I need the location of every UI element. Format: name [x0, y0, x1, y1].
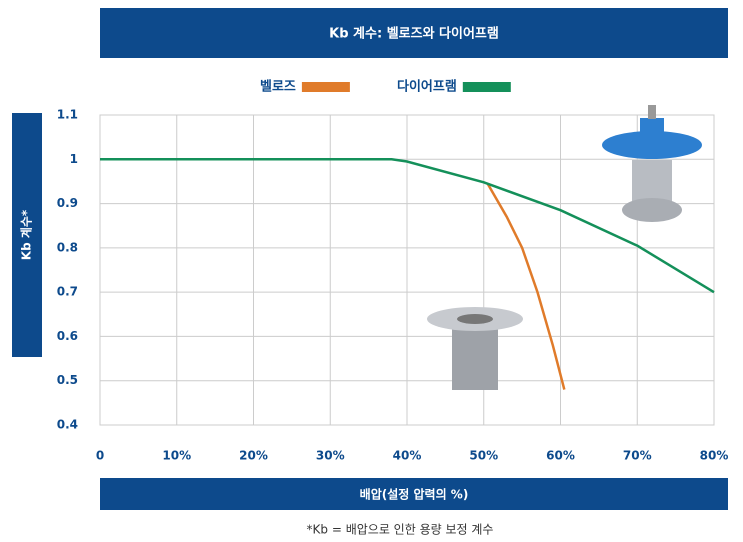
diaphragm-image — [602, 105, 702, 222]
bellows-image — [427, 307, 523, 390]
y-tick-label: 1 — [70, 152, 78, 166]
footnote: *Kb = 배압으로 인한 용량 보정 계수 — [307, 523, 494, 537]
legend-label: 벨로즈 — [260, 80, 296, 95]
y-tick-label: 0.8 — [57, 240, 78, 254]
legend-label: 다이어프램 — [397, 79, 457, 95]
x-tick-label: 40% — [393, 449, 422, 463]
y-tick-label: 0.9 — [57, 196, 78, 210]
x-tick-label: 60% — [546, 449, 575, 463]
chart-title: Kb 계수: 벨로즈와 다이어프램 — [329, 26, 499, 42]
x-tick-label: 20% — [239, 449, 268, 463]
plot-area: 0.4 0.5 0.6 0.7 0.8 0.9 1 1.1 0 10% 20% 30% 40% 50% 60… — [57, 108, 729, 463]
x-tick-label: 70% — [623, 449, 652, 463]
x-axis-label: 배압(설정 압력의 %) — [360, 487, 469, 502]
x-tick-label: 80% — [700, 449, 729, 463]
x-tick-label: 0 — [96, 449, 104, 463]
legend-swatch — [463, 82, 511, 92]
x-tick-label: 50% — [469, 449, 498, 463]
y-tick-label: 0.7 — [57, 285, 78, 299]
y-tick-label: 0.6 — [57, 329, 78, 343]
y-tick-label: 1.1 — [57, 108, 78, 122]
legend-swatch — [302, 82, 350, 92]
y-tick-label: 0.5 — [57, 373, 78, 387]
series-line — [488, 184, 565, 390]
y-axis-label: Kb 계수* — [19, 209, 34, 260]
chart: Kb 계수: 벨로즈와 다이어프램 Kb 계수* 배압(설정 압력의 %) *K… — [0, 0, 743, 542]
x-tick-label: 30% — [316, 449, 345, 463]
x-tick-label: 10% — [162, 449, 191, 463]
y-tick-label: 0.4 — [57, 418, 78, 432]
